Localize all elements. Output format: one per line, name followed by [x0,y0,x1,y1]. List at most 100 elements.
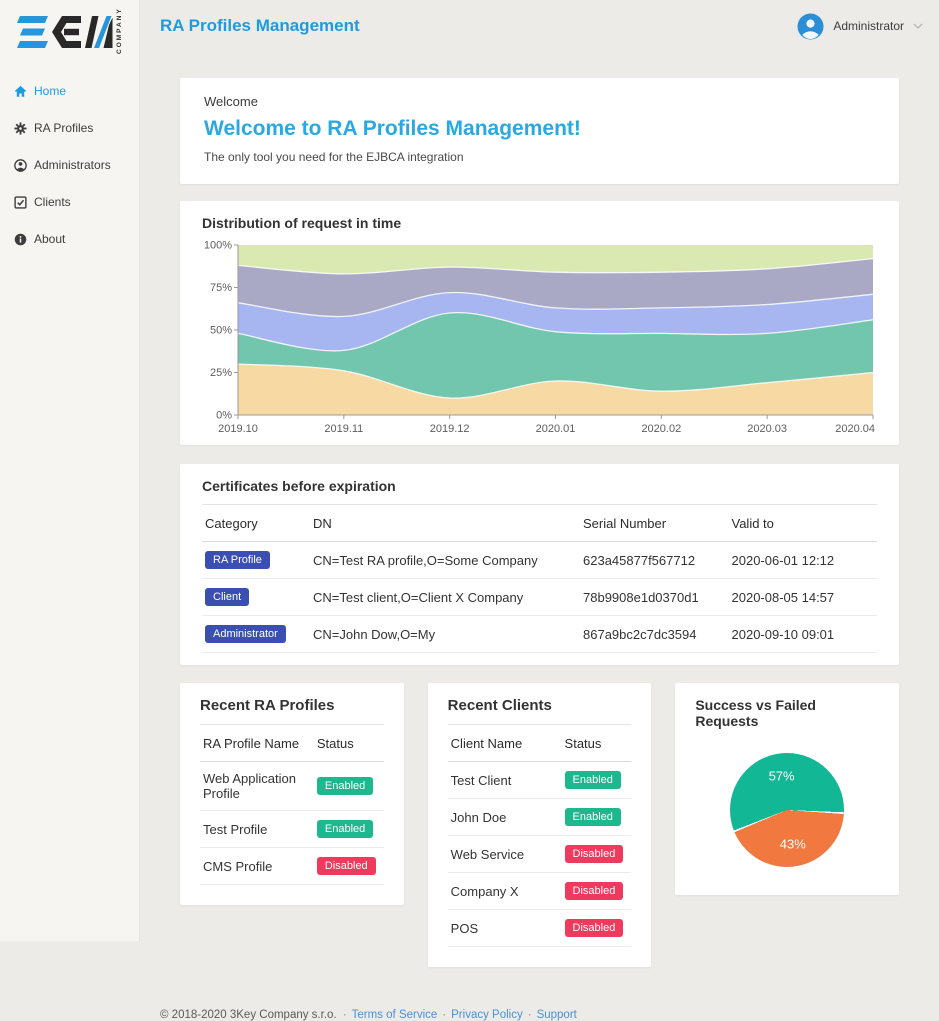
svg-text:2019.12: 2019.12 [430,423,470,435]
svg-text:2020.02: 2020.02 [641,423,681,435]
svg-text:2020.01: 2020.01 [536,423,576,435]
user-menu[interactable]: Administrator [797,13,923,40]
status-badge: Disabled [564,845,624,863]
table-cell: 623a45877f567712 [580,541,729,579]
sidebar-item-label: Administrators [34,158,111,172]
company-logo-text: COMPANY [116,7,123,54]
content: Welcome Welcome to RA Profiles Managemen… [140,78,939,1021]
table-cell: 2020-06-01 12:12 [728,541,877,579]
home-icon [14,85,27,98]
table-row: Test Client Enabled [447,761,632,799]
table-row: Company X Disabled [447,872,632,910]
recent-clients-title: Recent Clients [447,697,632,725]
svg-text:2020.03: 2020.03 [747,423,787,435]
welcome-card: Welcome Welcome to RA Profiles Managemen… [180,78,899,184]
topbar: RA Profiles Management Administrator [140,0,939,52]
pie-slice-label: 43% [779,836,806,852]
name-cell: Company X [447,872,562,910]
status-cell: Enabled [313,761,384,811]
pie-title: Success vs Failed Requests [695,697,816,729]
footer-separator: · [342,1009,347,1021]
name-cell: Web Application Profile [200,761,314,811]
svg-text:2020.04: 2020.04 [835,423,875,435]
column-header: Status [561,725,632,762]
svg-text:100%: 100% [204,240,232,252]
column-header: Status [313,725,384,762]
table-cell: 2020-08-05 14:57 [728,578,877,616]
svg-text:2019.10: 2019.10 [218,423,258,435]
svg-text:2019.11: 2019.11 [324,423,363,435]
footer-link-privacy-policy[interactable]: Privacy Policy [451,1009,523,1021]
footer-separator: · [527,1009,532,1021]
recent-ra-profiles-title: Recent RA Profiles [200,697,384,725]
welcome-subtitle: The only tool you need for the EJBCA int… [204,150,464,164]
category-cell: Administrator [202,615,310,653]
distribution-chart-card: Distribution of request in time 0% 25% 50%… [180,201,899,445]
certificates-card: Certificates before expiration Category D… [180,464,899,665]
table-cell: 867a9bc2c7dc3594 [580,615,729,653]
footer-separator: · [442,1009,447,1021]
welcome-title: Welcome to RA Profiles Management! [204,117,581,140]
sidebar-item-ra-profiles[interactable]: RA Profiles [14,121,131,135]
footer-link-support[interactable]: Support [536,1009,577,1021]
success-failed-card: Success vs Failed Requests 57% 43% [675,683,900,895]
status-badge: Enabled [564,808,621,826]
column-header: Serial Number [580,505,729,542]
table-cell: CN=Test RA profile,O=Some Company [310,541,580,579]
svg-text:25%: 25% [210,367,232,379]
user-circle-icon [14,158,27,172]
footer: © 2018-2020 3Key Company s.r.o. · Terms o… [160,967,899,1021]
name-cell: John Doe [447,798,562,836]
svg-text:0%: 0% [216,410,232,422]
table-cell: 78b9908e1d0370d1 [580,578,729,616]
sidebar-item-about[interactable]: About [14,232,131,246]
name-cell: Web Service [447,835,562,873]
category-cell: RA Profile [202,541,310,579]
column-header: Client Name [447,725,562,762]
sidebar: COMPANY Home RA Profiles Administrators Cli… [0,0,140,941]
company-logo[interactable]: COMPANY [16,7,131,60]
stacked-area-chart: 0% 25% 50% 75% 100% 2019.10 2019.11 2019.12 2020… [204,240,875,436]
status-badge: Administrator [205,625,286,643]
footer-link-terms-of-service[interactable]: Terms of Service [351,1009,438,1021]
status-cell: Enabled [561,798,632,836]
category-cell: Client [202,578,310,616]
name-cell: Test Profile [200,810,314,848]
status-badge: Disabled [564,919,624,937]
table-row: Test Profile Enabled [200,810,384,848]
table-cell: CN=Test client,O=Client X Company [310,578,580,616]
status-badge: RA Profile [205,551,270,569]
welcome-kicker: Welcome [204,94,258,109]
svg-text:50%: 50% [210,325,232,337]
check-square-icon [14,195,27,209]
recent-clients-table: Client Name Status Test Client Enabled John … [447,725,632,947]
bottom-row: Recent RA Profiles RA Profile Name Status… [180,683,900,967]
certificates-title: Certificates before expiration [202,478,877,505]
status-cell: Enabled [313,810,384,848]
page-title: RA Profiles Management [160,16,360,35]
sidebar-item-label: Clients [34,195,71,209]
table-row: CMS Profile Disabled [200,847,384,885]
column-header: Category [202,505,310,542]
status-cell: Enabled [561,761,632,799]
sidebar-item-home[interactable]: Home [14,84,131,98]
pie-slice-label: 57% [768,768,795,784]
table-row: John Doe Enabled [447,798,632,836]
sidebar-item-label: RA Profiles [34,121,94,135]
table-row: RA Profile CN=Test RA profile,O=Some Comp… [202,541,877,579]
column-header: DN [310,505,580,542]
table-row: Administrator CN=John Dow,O=My 867a9bc2c7d… [202,615,877,653]
sidebar-item-label: About [34,232,66,246]
name-cell: CMS Profile [200,847,314,885]
sidebar-item-administrators[interactable]: Administrators [14,158,131,172]
column-header: RA Profile Name [200,725,314,762]
success-failed-pie-chart: 57% 43% [730,753,845,867]
sidebar-item-label: Home [34,84,67,98]
sidebar-item-clients[interactable]: Clients [14,195,131,209]
sidebar-nav: Home RA Profiles Administrators Clients Abou… [14,84,131,246]
status-cell: Disabled [561,872,632,910]
status-cell: Disabled [313,847,384,885]
recent-clients-card: Recent Clients Client Name Status Test Cli… [427,683,652,967]
status-badge: Disabled [564,882,624,900]
